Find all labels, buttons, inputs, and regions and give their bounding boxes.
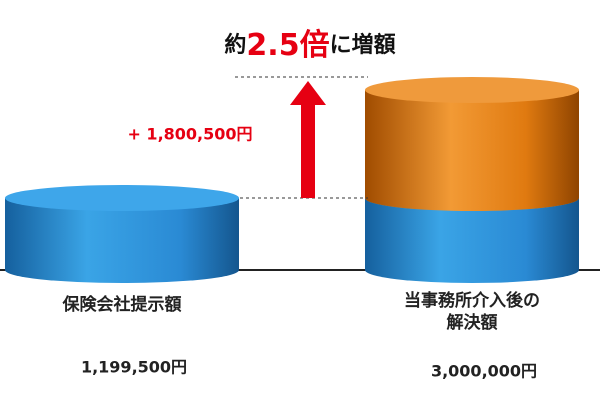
cylinder-segment (5, 185, 239, 283)
cylinder-bottom (365, 185, 579, 212)
title-suffix: に増額 (330, 32, 396, 58)
increase-arrow-head (290, 81, 326, 105)
value-label: 1,199,500円 (81, 358, 187, 377)
cylinder-segment (365, 77, 579, 212)
cylinder-top (5, 185, 239, 212)
increase-arrow-shaft (301, 103, 315, 199)
cylinder-bottom (5, 257, 239, 283)
increase-label: + 1,800,500円 (127, 125, 252, 144)
cylinder-body (365, 90, 579, 199)
cylinder-top (365, 77, 579, 103)
category-label: 当事務所介入後の 解決額 (404, 291, 540, 333)
category-label: 保険会社提示額 (62, 295, 182, 315)
cylinder-bottom (365, 257, 579, 283)
value-label: 3,000,000円 (431, 362, 537, 381)
title-emphasis: 2.5倍 (246, 28, 329, 63)
chart-title: 約2.5倍に増額 (224, 28, 395, 63)
title-prefix: 約 (224, 32, 246, 58)
